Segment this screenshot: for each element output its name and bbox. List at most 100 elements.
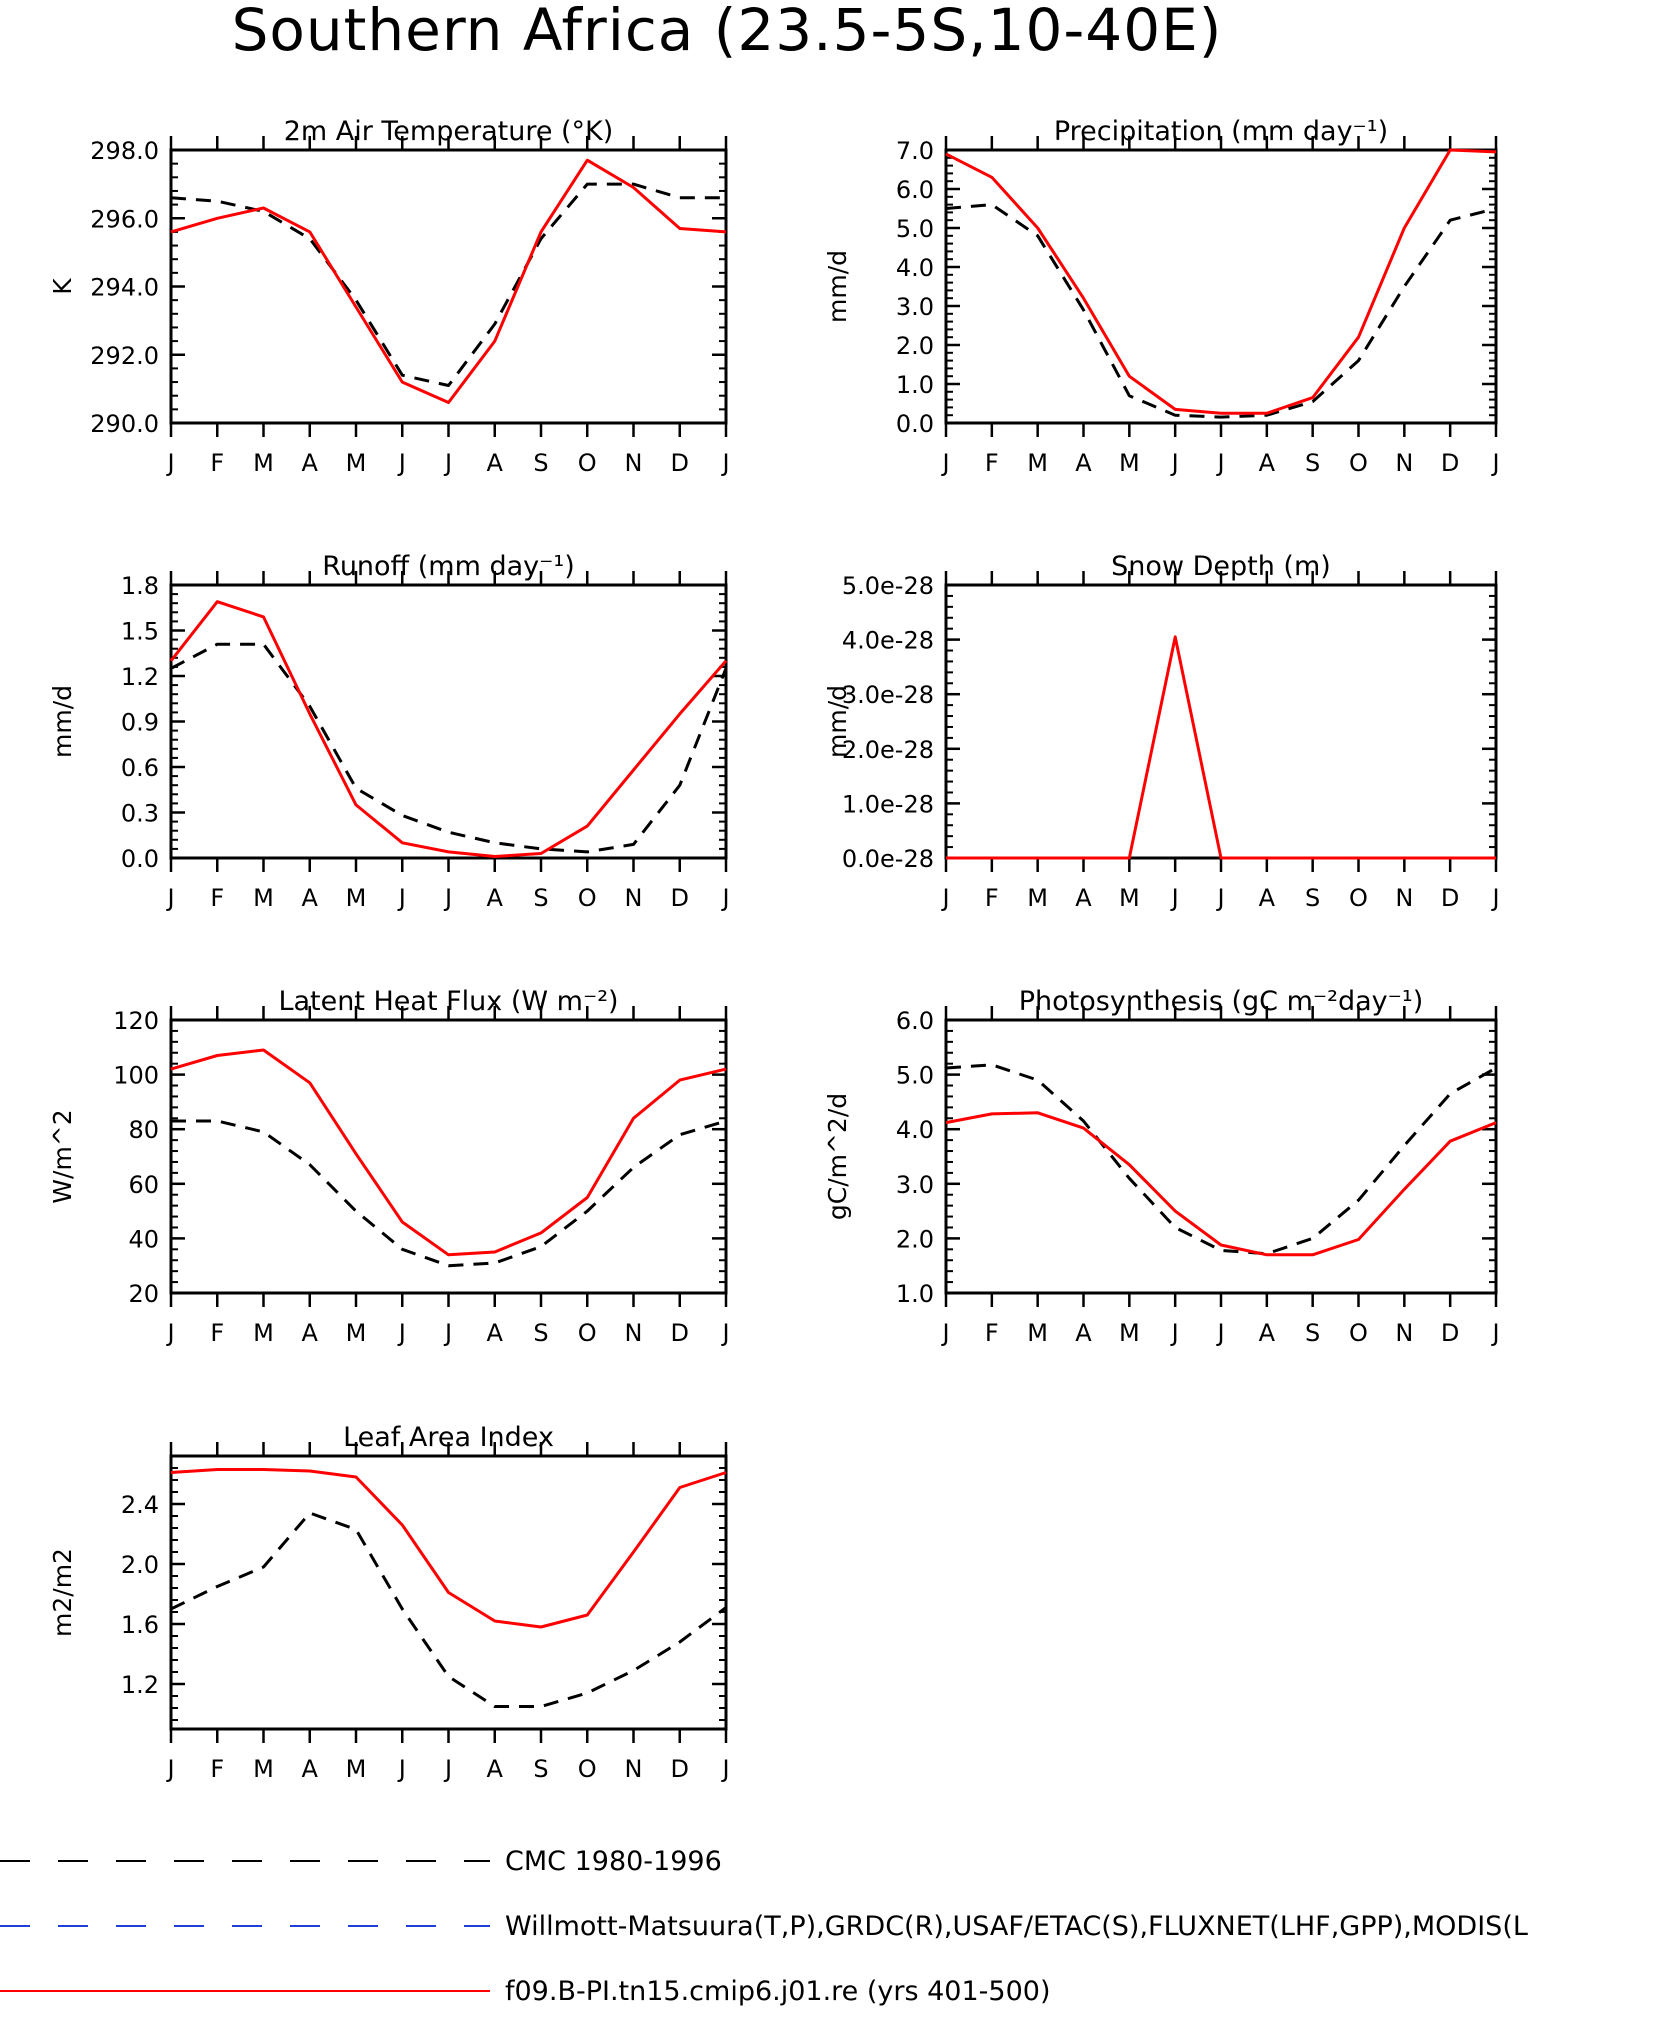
- panel-6: Photosynthesis (gC m⁻²day⁻¹)1.02.03.04.0…: [823, 986, 1500, 1347]
- x-tick-label: J: [720, 884, 729, 912]
- x-tick-label: D: [671, 449, 689, 477]
- x-tick-label: S: [533, 1319, 548, 1347]
- x-tick-label: D: [1441, 1319, 1459, 1347]
- x-tick-label: J: [165, 884, 174, 912]
- y-tick-label: 4.0: [896, 1116, 934, 1144]
- y-tick-label: 0.9: [121, 709, 159, 737]
- x-tick-label: M: [346, 884, 367, 912]
- y-tick-label: 1.0: [896, 1280, 934, 1308]
- x-tick-label: A: [487, 1755, 504, 1783]
- y-tick-label: 1.2: [121, 663, 159, 691]
- x-tick-label: N: [1395, 884, 1413, 912]
- x-tick-label: M: [346, 1319, 367, 1347]
- x-tick-label: M: [253, 449, 274, 477]
- series-line-cmc: [171, 1119, 727, 1268]
- legend-label-1: CMC 1980-1996: [505, 1846, 722, 1877]
- y-axis-label: mm/d: [823, 685, 852, 758]
- plot-frame: [169, 583, 728, 860]
- x-tick-label: M: [1119, 884, 1140, 912]
- y-tick-label: 1.5: [121, 618, 159, 646]
- x-tick-label: A: [1075, 1319, 1092, 1347]
- x-tick-label: M: [346, 449, 367, 477]
- x-tick-label: S: [533, 449, 548, 477]
- y-tick-label: 120: [113, 1007, 159, 1035]
- series-line-model: [169, 600, 728, 858]
- plot-frame: [944, 148, 1498, 425]
- plot-frame: [944, 583, 1498, 860]
- series-line-cmc: [945, 1063, 1497, 1256]
- panels: 2m Air Temperature (°K)290.0292.0294.029…: [48, 116, 1500, 1783]
- x-tick-label: J: [720, 449, 729, 477]
- x-tick-label: F: [210, 449, 224, 477]
- x-tick-label: D: [671, 884, 689, 912]
- legend-label-3: f09.B-PI.tn15.cmip6.j01.re (yrs 401-500): [505, 1976, 1050, 2007]
- x-tick-label: A: [302, 1755, 319, 1783]
- x-tick-label: J: [720, 1319, 729, 1347]
- x-tick-label: J: [165, 449, 174, 477]
- y-axis-label: W/m^2: [48, 1109, 77, 1203]
- x-tick-label: N: [625, 1319, 643, 1347]
- x-tick-label: S: [533, 884, 548, 912]
- x-tick-label: M: [1027, 1319, 1048, 1347]
- y-tick-label: 0.0e-28: [842, 845, 934, 873]
- x-tick-label: O: [578, 1319, 597, 1347]
- panel-4: Snow Depth (m)0.0e-281.0e-282.0e-283.0e-…: [823, 551, 1500, 912]
- x-tick-label: A: [1075, 884, 1092, 912]
- x-tick-label: M: [1027, 884, 1048, 912]
- y-tick-label: 0.0: [896, 410, 934, 438]
- y-tick-label: 296.0: [90, 205, 159, 233]
- series-line-cmc: [170, 1511, 727, 1708]
- x-tick-label: F: [985, 1319, 999, 1347]
- y-tick-label: 6.0: [896, 176, 934, 204]
- y-axis-label: m2/m2: [48, 1548, 77, 1637]
- legend-label-2: Willmott-Matsuura(T,P),GRDC(R),USAF/ETAC…: [505, 1911, 1528, 1942]
- x-tick-label: J: [940, 884, 949, 912]
- x-tick-label: D: [1441, 884, 1459, 912]
- x-tick-label: O: [1349, 449, 1368, 477]
- panel-3: Runoff (mm day⁻¹)0.00.30.60.91.21.51.8J F…: [48, 551, 730, 912]
- x-tick-label: J: [1170, 884, 1179, 912]
- x-tick-label: A: [1259, 884, 1276, 912]
- x-tick-label: F: [985, 449, 999, 477]
- x-tick-label: J: [1170, 449, 1179, 477]
- series-line-cmc: [170, 182, 726, 387]
- x-tick-label: A: [1259, 1319, 1276, 1347]
- y-tick-label: 4.0e-28: [842, 627, 934, 655]
- y-tick-label: 292.0: [90, 342, 159, 370]
- x-tick-label: J: [443, 1319, 452, 1347]
- x-tick-label: F: [210, 1319, 224, 1347]
- y-tick-label: 60: [128, 1171, 159, 1199]
- y-tick-label: 1.0e-28: [842, 790, 934, 818]
- plot-frame: [944, 1018, 1498, 1295]
- x-tick-label: A: [302, 449, 319, 477]
- x-tick-label: J: [443, 884, 452, 912]
- y-tick-label: 3.0: [896, 1171, 934, 1199]
- x-tick-label: A: [302, 1319, 319, 1347]
- x-tick-label: M: [1119, 449, 1140, 477]
- y-axis-label: gC/m^2/d: [823, 1093, 852, 1220]
- y-tick-label: 2.4: [121, 1491, 159, 1519]
- x-tick-label: J: [940, 1319, 949, 1347]
- x-tick-label: N: [1395, 1319, 1413, 1347]
- x-tick-label: A: [1259, 449, 1276, 477]
- x-tick-label: S: [1305, 884, 1320, 912]
- x-tick-label: F: [210, 884, 224, 912]
- series-line-model: [170, 1468, 727, 1629]
- x-tick-label: J: [1215, 884, 1224, 912]
- y-tick-label: 2.0e-28: [842, 736, 934, 764]
- x-tick-label: F: [985, 884, 999, 912]
- y-tick-label: 5.0: [896, 215, 934, 243]
- x-tick-label: M: [253, 1319, 274, 1347]
- y-axis-label: mm/d: [48, 685, 77, 758]
- y-tick-label: 1.0: [896, 371, 934, 399]
- y-tick-label: 290.0: [90, 410, 159, 438]
- x-tick-label: J: [1490, 449, 1499, 477]
- y-tick-label: 0.0: [121, 845, 159, 873]
- x-tick-label: J: [1215, 1319, 1224, 1347]
- panel-2: Precipitation (mm day⁻¹)0.01.02.03.04.05…: [823, 116, 1500, 477]
- x-tick-label: A: [302, 884, 319, 912]
- y-tick-label: 1.6: [121, 1611, 159, 1639]
- y-tick-label: 1.8: [121, 572, 159, 600]
